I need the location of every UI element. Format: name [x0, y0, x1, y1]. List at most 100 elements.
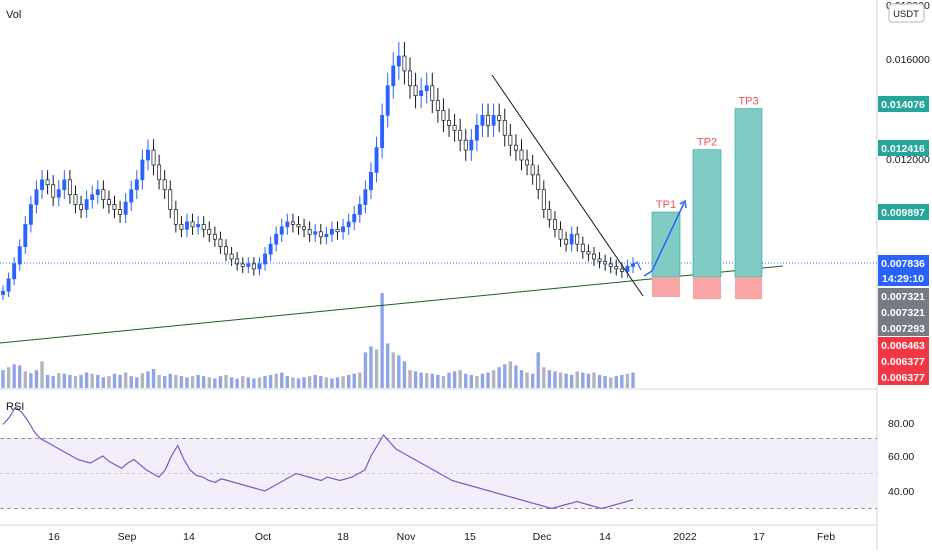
volume-bar — [352, 373, 356, 388]
volume-bar — [475, 376, 479, 388]
volume-bar — [592, 372, 596, 388]
volume-bar — [519, 370, 524, 388]
candle-body — [157, 164, 162, 181]
candle-body — [385, 85, 390, 116]
candle-body — [614, 266, 619, 270]
candle-body — [17, 246, 22, 265]
volume-bar — [185, 377, 189, 388]
price-tag — [878, 270, 929, 286]
currency-badge-label: USDT — [893, 9, 919, 20]
volume-bar — [358, 372, 362, 388]
candle-body — [207, 228, 212, 235]
target-stop-zone[interactable] — [693, 277, 721, 300]
price-tag-label: 0.007321 — [881, 291, 925, 303]
candle-body — [274, 233, 279, 245]
candle-body — [486, 115, 490, 126]
rsi-axis-label: 40.00 — [888, 486, 914, 498]
price-tag — [878, 140, 929, 156]
candle-body — [424, 85, 429, 92]
volume-bar — [335, 377, 340, 388]
target-profit-zone[interactable] — [734, 108, 763, 278]
candle-body — [56, 189, 61, 198]
currency-badge[interactable] — [888, 3, 925, 23]
candle-body — [235, 258, 240, 265]
price-tag-label: 0.012416 — [881, 143, 925, 155]
volume-bar — [536, 352, 540, 388]
volume-bar — [486, 372, 490, 388]
time-axis-label: 15 — [464, 531, 476, 543]
volume-bar — [369, 346, 373, 388]
target-zones[interactable]: TP1 TP2 TP3 — [651, 96, 763, 300]
candle-body — [62, 179, 67, 191]
volume-bar — [547, 370, 552, 388]
candle-body — [1, 290, 5, 295]
volume-bar — [497, 367, 501, 388]
candle-body — [592, 253, 596, 260]
volume-bar — [18, 365, 22, 388]
price-tag-label: 0.006377 — [881, 372, 925, 384]
candle-body — [480, 115, 485, 126]
candle-body — [346, 221, 351, 228]
volume-bar — [90, 373, 94, 388]
candle-body — [552, 219, 557, 230]
price-tag-label: 0.007836 — [881, 258, 925, 270]
candle-body — [430, 85, 435, 101]
volume-bar — [425, 373, 429, 388]
candle-body — [474, 124, 479, 141]
target-stop-zone[interactable] — [652, 277, 680, 298]
volume-bar — [569, 374, 574, 388]
target-profit-zone[interactable] — [692, 149, 722, 278]
candle-body — [229, 253, 234, 260]
candle-body — [118, 209, 123, 215]
candle-body — [218, 238, 223, 247]
candle-body — [402, 55, 407, 72]
projection-arrow[interactable] — [643, 202, 685, 277]
candle-body — [134, 179, 139, 191]
candle-body — [619, 268, 624, 272]
candlesticks — [1, 42, 635, 301]
volume-bar — [436, 374, 440, 388]
rsi-line — [2, 406, 634, 510]
volume-bar — [140, 373, 145, 388]
rsi-series — [2, 406, 634, 510]
target-stop-zone[interactable] — [735, 277, 762, 300]
candle-body — [413, 85, 418, 96]
volume-bar — [363, 352, 368, 388]
volume-bar — [469, 374, 474, 388]
axis-corner[interactable] — [878, 526, 932, 550]
candle-body — [625, 266, 630, 272]
price-tag — [878, 353, 929, 369]
candle-body — [201, 224, 206, 230]
time-axis-label: 2022 — [673, 531, 697, 543]
volume-bar — [597, 374, 602, 388]
volume-bar — [324, 377, 329, 388]
time-axis-label: Feb — [817, 531, 835, 543]
candle-body — [251, 263, 256, 270]
volume-bar — [408, 370, 412, 388]
candle-body — [469, 139, 474, 151]
volume-bar — [558, 372, 563, 388]
volume-bar — [553, 371, 557, 388]
candle-body — [508, 134, 513, 146]
candle-body — [597, 258, 602, 262]
candle-body — [463, 139, 468, 151]
candle-body — [369, 172, 373, 191]
volume-bar — [263, 376, 267, 388]
volume-bar — [135, 377, 139, 388]
resistance-trendline[interactable] — [491, 74, 644, 297]
volume-bar — [514, 365, 518, 388]
volume-bar — [73, 376, 78, 388]
volume-bar — [162, 376, 167, 388]
candle-body — [491, 115, 496, 126]
volume-bar — [391, 352, 395, 388]
candle-body — [447, 120, 451, 126]
candle-body — [240, 263, 245, 267]
volume-bar — [458, 370, 462, 388]
volume-bar — [202, 376, 206, 388]
candle-body — [224, 246, 228, 255]
candle-body — [374, 147, 379, 173]
candle-body — [106, 199, 111, 205]
volume-bar — [79, 374, 83, 388]
